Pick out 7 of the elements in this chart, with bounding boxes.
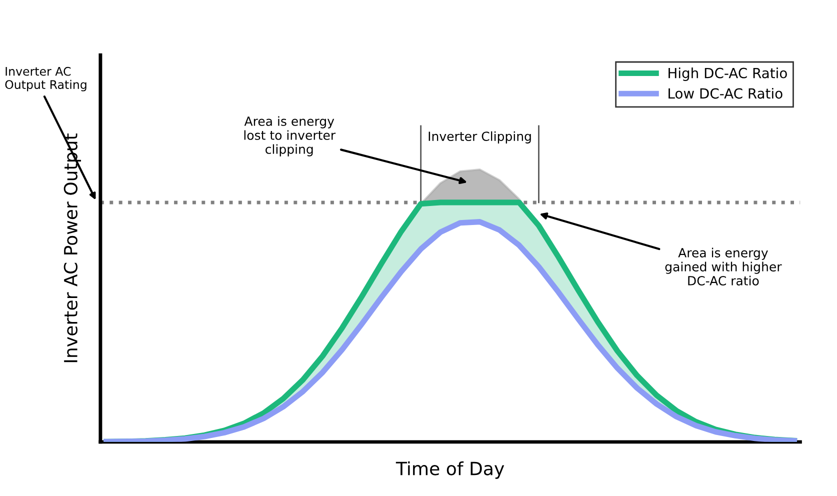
ref-line-label: Inverter AC Output Rating (5, 66, 86, 92)
legend-label: Low DC-AC Ratio (668, 88, 782, 99)
x-axis-title: Time of Day (396, 461, 504, 479)
text: Inverter Clipping (428, 131, 531, 144)
legend-label: High DC-AC Ratio (668, 68, 787, 81)
text: Area is energy lost to inverter clipping (244, 116, 336, 156)
annotation: Area is energy gained with higher DC-AC ratio (665, 248, 782, 286)
